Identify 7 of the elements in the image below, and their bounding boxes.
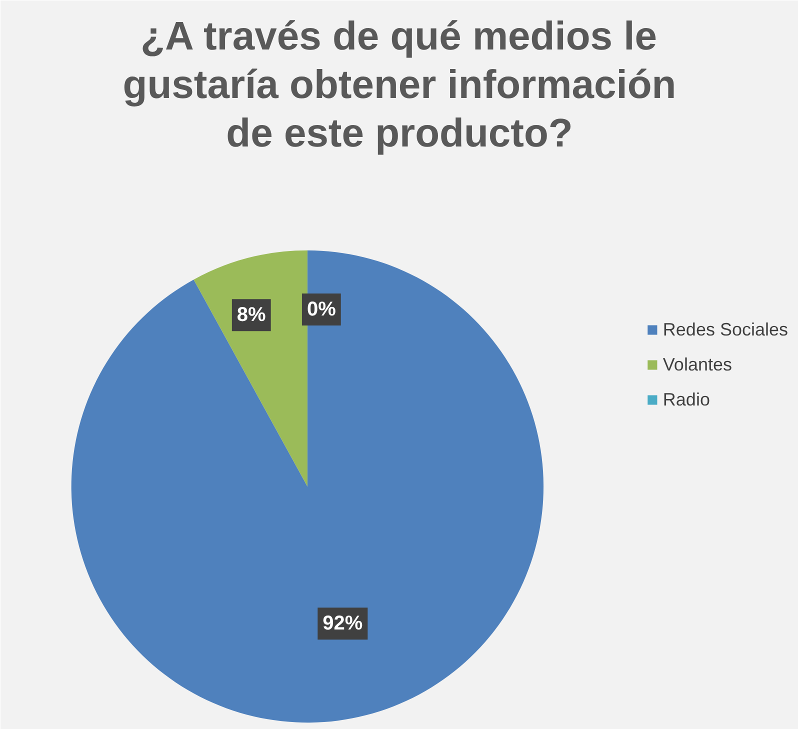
legend-label: Volantes (662, 354, 732, 375)
data-label: 8% (236, 304, 266, 326)
chart-title: ¿A través de qué medios le gustaría obtener información de este producto? (122, 14, 676, 156)
legend-label: Redes Sociales (662, 319, 788, 340)
data-label: 92% (322, 612, 363, 635)
text: 0% (306, 298, 336, 321)
legend-label: Radio (662, 389, 710, 410)
